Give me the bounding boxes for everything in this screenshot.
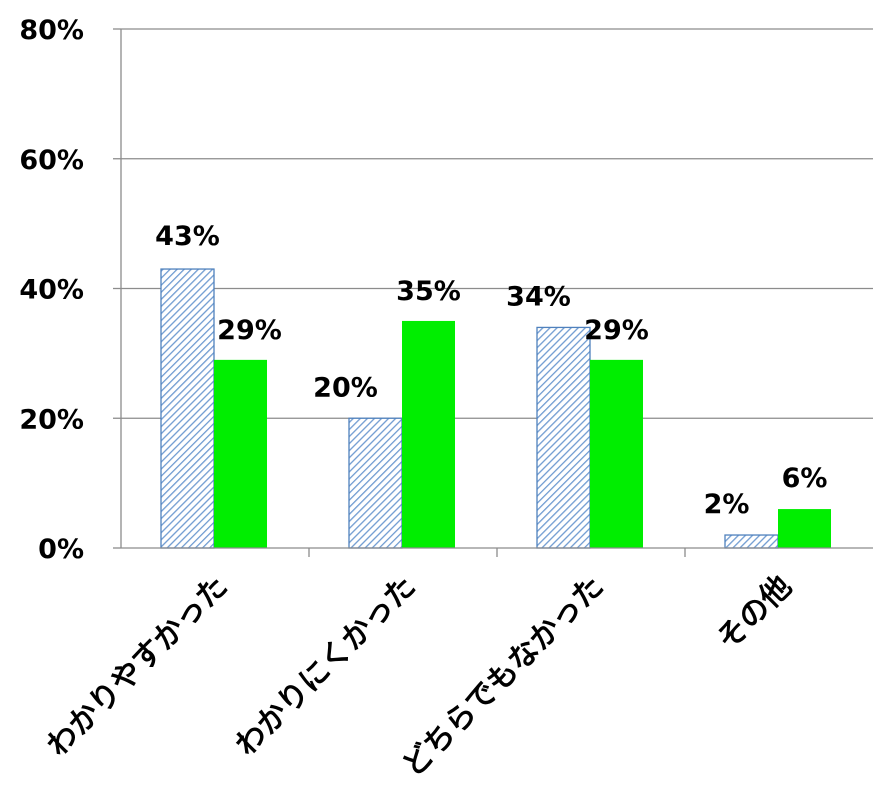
data-labels: 43% 20% 34% 2% 29% 35% 29% 6% bbox=[155, 221, 827, 520]
bar-series2 bbox=[402, 320, 455, 548]
data-label: 34% bbox=[506, 281, 571, 312]
bar-series1 bbox=[348, 417, 403, 549]
data-label: 29% bbox=[584, 315, 649, 346]
y-tick-label: 60% bbox=[19, 145, 84, 176]
data-label: 43% bbox=[155, 221, 220, 252]
data-label: 20% bbox=[313, 372, 378, 403]
bar-series1 bbox=[160, 268, 215, 549]
bar-series2 bbox=[590, 359, 643, 548]
y-tick-label: 40% bbox=[19, 275, 84, 306]
axes bbox=[113, 28, 873, 557]
bar-series2 bbox=[778, 509, 831, 548]
category-label: わかりにくかった bbox=[229, 569, 423, 763]
category-label: どちらでもなかった bbox=[396, 569, 611, 784]
category-label: その他 bbox=[710, 569, 798, 657]
data-label: 2% bbox=[704, 489, 750, 520]
data-label: 6% bbox=[782, 463, 828, 494]
data-label: 35% bbox=[396, 276, 461, 307]
y-tick-labels: 0% 20% 40% 60% 80% bbox=[19, 15, 84, 565]
y-tick-label: 20% bbox=[19, 404, 84, 435]
bar-series2 bbox=[214, 359, 267, 548]
bar-series1 bbox=[724, 534, 779, 549]
bars bbox=[160, 268, 831, 549]
bar-series1 bbox=[536, 326, 591, 549]
gridlines bbox=[121, 28, 873, 419]
data-label: 29% bbox=[217, 315, 282, 346]
category-label: わかりやすかった bbox=[40, 569, 234, 763]
y-tick-label: 0% bbox=[38, 534, 84, 565]
y-tick-label: 80% bbox=[19, 15, 84, 46]
